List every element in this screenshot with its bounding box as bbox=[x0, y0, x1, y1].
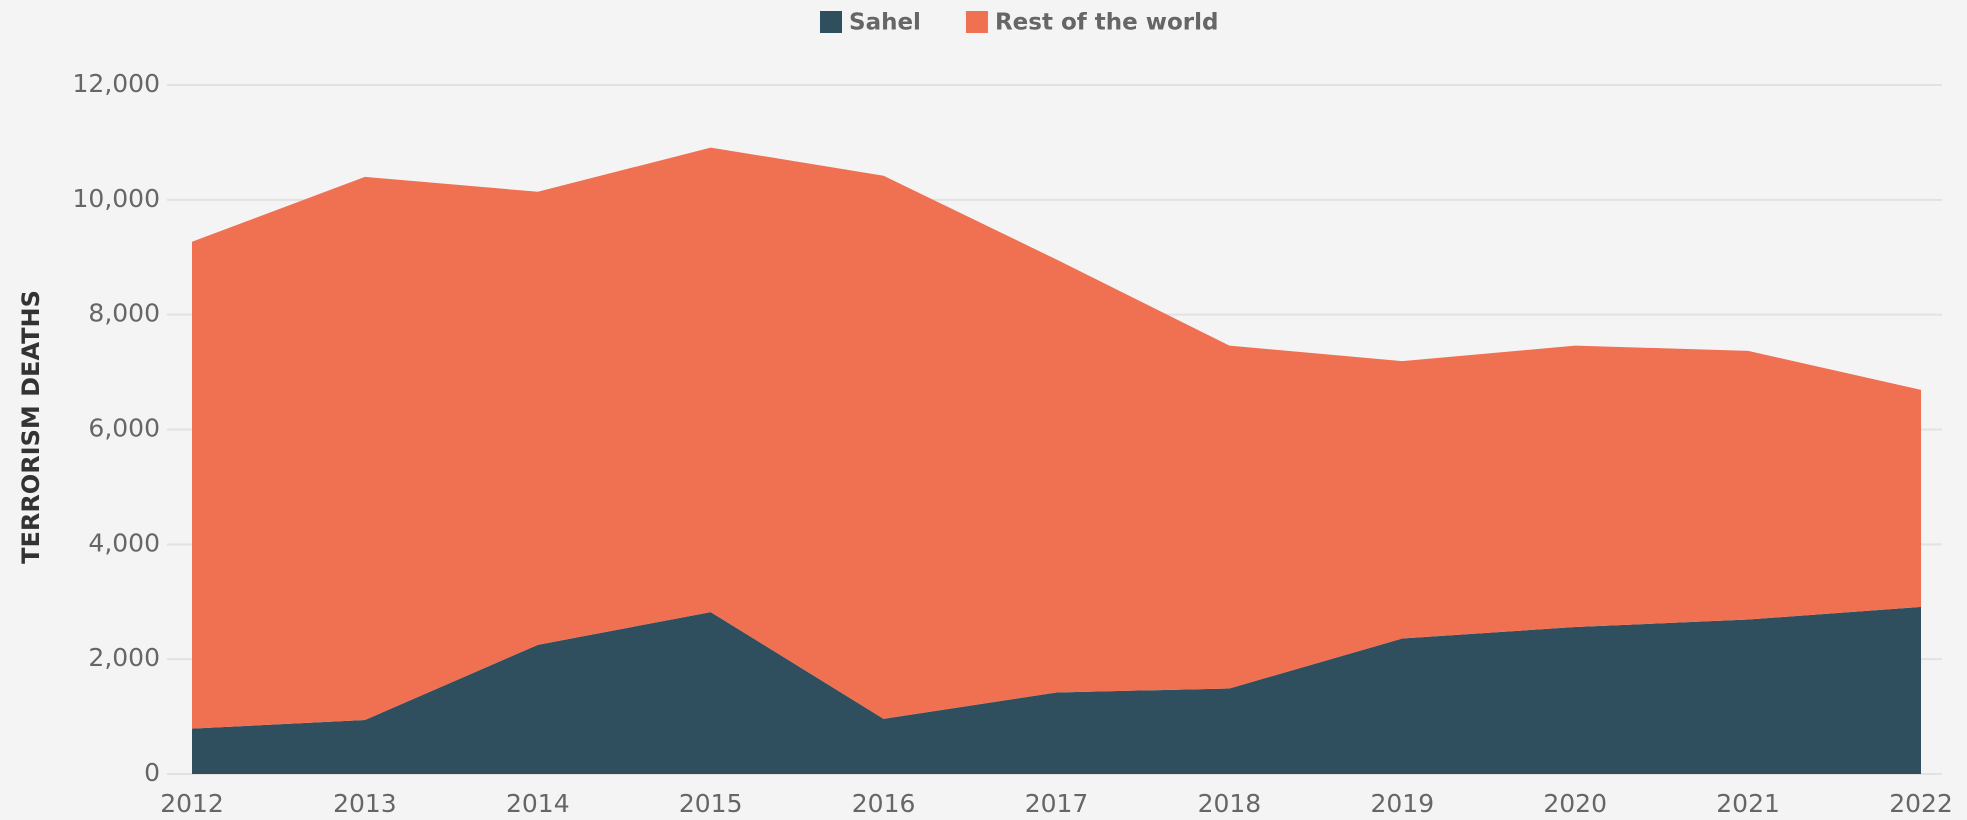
y-tick-label: 12,000 bbox=[73, 69, 160, 98]
y-tick-label: 2,000 bbox=[88, 643, 160, 672]
x-tick-label: 2020 bbox=[1543, 789, 1607, 818]
legend-label: Sahel bbox=[849, 10, 921, 36]
x-tick-label: 2016 bbox=[852, 789, 916, 818]
x-tick-label: 2018 bbox=[1198, 789, 1262, 818]
x-tick-label: 2019 bbox=[1370, 789, 1434, 818]
legend-swatch bbox=[965, 11, 988, 33]
x-tick-label: 2017 bbox=[1025, 789, 1089, 818]
y-tick-label: 4,000 bbox=[88, 528, 160, 557]
legend-swatch bbox=[820, 11, 842, 33]
y-tick-label: 10,000 bbox=[73, 184, 160, 213]
x-tick-label: 2012 bbox=[160, 789, 224, 818]
area bbox=[192, 606, 1921, 774]
y-tick-label: 8,000 bbox=[88, 299, 160, 328]
y-axis-title: TERRORISM DEATHS bbox=[17, 290, 45, 564]
x-tick-label: 2013 bbox=[333, 789, 397, 818]
x-tick-label: 2014 bbox=[506, 789, 570, 818]
y-tick-label: 0 bbox=[144, 758, 160, 787]
legend-label: Rest of the world bbox=[995, 10, 1219, 36]
x-tick-label: 2021 bbox=[1716, 789, 1780, 818]
y-tick-label: 6,000 bbox=[88, 414, 160, 443]
x-tick-label: 2022 bbox=[1889, 789, 1953, 818]
x-tick-label: 2015 bbox=[679, 789, 743, 818]
area bbox=[192, 147, 1921, 729]
